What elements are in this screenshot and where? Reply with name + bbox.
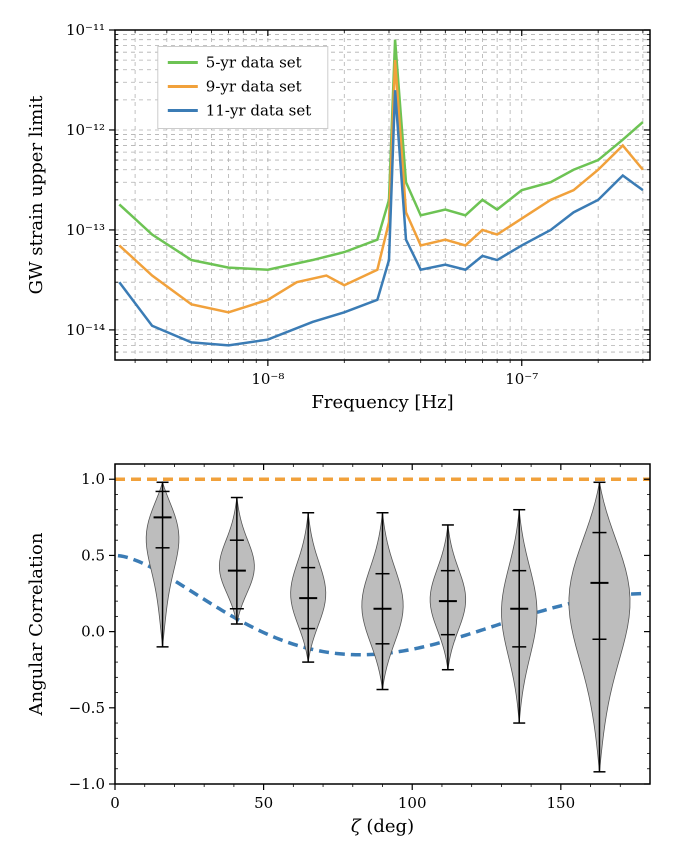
top-chart-panel: 10⁻⁸ 10⁻⁷ 10⁻¹⁴ 10⁻¹³ 10⁻¹² 10⁻¹¹ Frequency [H… <box>20 20 665 424</box>
y-tick-label: 10⁻¹⁴ <box>66 321 105 339</box>
y-tick-label: 1.0 <box>81 470 105 488</box>
top-chart-svg: 10⁻⁸ 10⁻⁷ 10⁻¹⁴ 10⁻¹³ 10⁻¹² 10⁻¹¹ Frequency [H… <box>20 20 665 420</box>
x-tick-label: 100 <box>398 794 427 812</box>
bottom-chart-svg: 0 50 100 150 −1.0 −0.5 0.0 0.5 1.0 ζ (deg) Angular… <box>20 454 665 844</box>
figure-container: 10⁻⁸ 10⁻⁷ 10⁻¹⁴ 10⁻¹³ 10⁻¹² 10⁻¹¹ Frequency [H… <box>20 20 665 848</box>
y-tick-label: 0.5 <box>81 546 105 564</box>
y-tick-label: 10⁻¹² <box>66 121 105 139</box>
legend-label: 9-yr data set <box>206 78 302 96</box>
x-tick-label: 10⁻⁷ <box>505 370 538 388</box>
y-tick-label: 10⁻¹¹ <box>66 21 105 39</box>
y-axis-label: Angular Correlation <box>26 532 47 716</box>
y-axis-label: GW strain upper limit <box>26 95 47 294</box>
legend-label: 11-yr data set <box>206 102 311 120</box>
x-axis-label: ζ (deg) <box>351 816 414 837</box>
x-axis-label: Frequency [Hz] <box>311 392 453 413</box>
y-tick-label: −0.5 <box>69 699 105 717</box>
y-tick-label: 0.0 <box>81 623 105 641</box>
legend-label: 5-yr data set <box>206 54 302 72</box>
x-tick-label: 0 <box>110 794 120 812</box>
x-tick-label: 10⁻⁸ <box>251 370 284 388</box>
bottom-chart-panel: 0 50 100 150 −1.0 −0.5 0.0 0.5 1.0 ζ (deg) Angular… <box>20 454 665 848</box>
y-tick-label: −1.0 <box>69 775 105 793</box>
y-tick-label: 10⁻¹³ <box>66 221 105 239</box>
x-tick-label: 50 <box>254 794 273 812</box>
x-tick-label: 150 <box>547 794 576 812</box>
